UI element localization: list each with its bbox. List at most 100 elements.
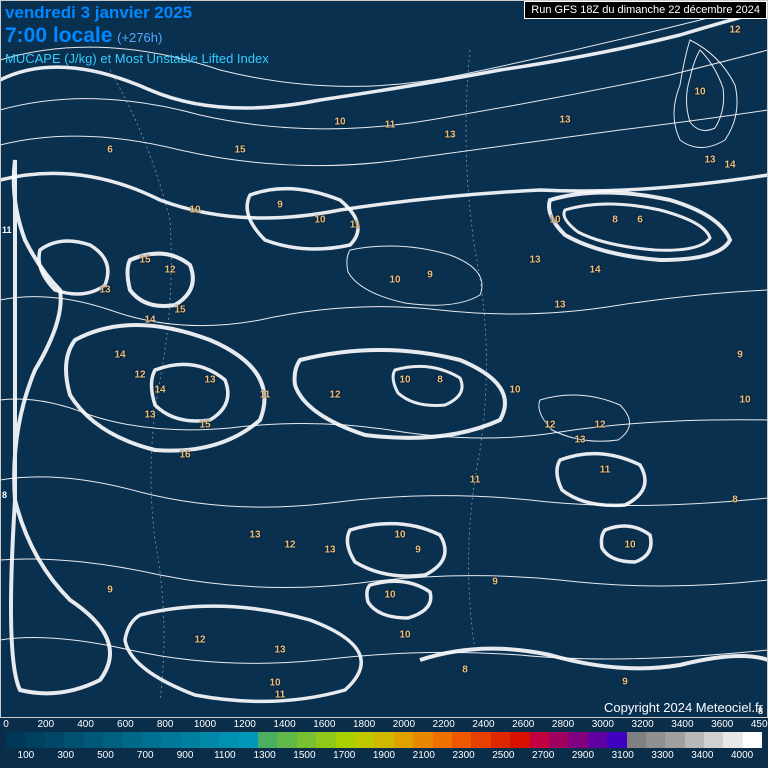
- scale-segment: [374, 732, 393, 748]
- value-label: 13: [704, 155, 715, 166]
- value-label: 10: [509, 385, 520, 396]
- scale-tick-top: 2000: [393, 719, 415, 730]
- value-label: 13: [274, 645, 285, 656]
- forecast-offset: (+276h): [117, 30, 162, 45]
- scale-tick-top: 2200: [433, 719, 455, 730]
- scale-tick-bottom: 500: [97, 750, 114, 761]
- value-label: 16: [179, 450, 190, 461]
- scale-tick-top: 3000: [592, 719, 614, 730]
- scale-segment: [685, 732, 704, 748]
- scale-tick-bottom: 1700: [333, 750, 355, 761]
- scale-segment: [568, 732, 587, 748]
- scale-segment: [258, 732, 277, 748]
- scale-tick-top: 1200: [234, 719, 256, 730]
- value-label: 9: [107, 585, 113, 596]
- value-label: 10: [399, 375, 410, 386]
- value-label: 10: [384, 590, 395, 601]
- value-label: 11: [600, 465, 611, 476]
- scale-tick-bottom: 300: [57, 750, 74, 761]
- scale-tick-top: 4500: [751, 719, 768, 730]
- scale-segment: [704, 732, 723, 748]
- scale-segment: [161, 732, 180, 748]
- scale-segment: [510, 732, 529, 748]
- run-info-box: Run GFS 18Z du dimanche 22 décembre 2024: [524, 1, 767, 19]
- value-label: 9: [737, 350, 743, 361]
- scale-tick-bottom: 900: [177, 750, 194, 761]
- scale-tick-top: 1600: [313, 719, 335, 730]
- value-label: 11: [470, 475, 481, 486]
- value-label: 10: [549, 215, 560, 226]
- value-label: 10: [314, 215, 325, 226]
- value-label: 10: [694, 87, 705, 98]
- scale-tick-top: 3600: [711, 719, 733, 730]
- value-label: 12: [164, 265, 175, 276]
- scale-segment: [84, 732, 103, 748]
- value-label: 13: [559, 115, 570, 126]
- value-label: 8: [437, 375, 443, 386]
- scale-tick-top: 2600: [512, 719, 534, 730]
- value-label: 9: [492, 577, 498, 588]
- time-label: 7:00 locale: [5, 24, 112, 47]
- scale-segment: [25, 732, 44, 748]
- scale-tick-bottom: 2700: [532, 750, 554, 761]
- scale-tick-top: 1400: [273, 719, 295, 730]
- value-label: 14: [144, 315, 155, 326]
- value-label: 13: [529, 255, 540, 266]
- value-label: 10: [334, 117, 345, 128]
- value-label: 15: [174, 305, 185, 316]
- scale-segment: [45, 732, 64, 748]
- scale-segment: [723, 732, 742, 748]
- scale-tick-top: 1000: [194, 719, 216, 730]
- scale-tick-bottom: 2100: [413, 750, 435, 761]
- scale-segment: [122, 732, 141, 748]
- value-label: 8: [462, 665, 468, 676]
- value-label: 12: [329, 390, 340, 401]
- scale-tick-bottom: 4000: [731, 750, 753, 761]
- value-label: 13: [574, 435, 585, 446]
- scale-tick-top: 200: [37, 719, 54, 730]
- value-label: 12: [594, 420, 605, 431]
- scale-tick-top: 1800: [353, 719, 375, 730]
- scale-segment: [627, 732, 646, 748]
- scale-tick-top: 600: [117, 719, 134, 730]
- value-label: 11: [260, 390, 271, 401]
- scale-tick-bottom: 700: [137, 750, 154, 761]
- value-label: 15: [234, 145, 245, 156]
- value-label: 13: [204, 375, 215, 386]
- date-label: vendredi 3 janvier 2025: [5, 3, 269, 23]
- value-label: 12: [729, 25, 740, 36]
- value-label: 12: [544, 420, 555, 431]
- scale-tick-bottom: 3100: [612, 750, 634, 761]
- value-label: 14: [589, 265, 600, 276]
- scale-segment: [588, 732, 607, 748]
- scale-segment: [530, 732, 549, 748]
- scale-segment: [297, 732, 316, 748]
- scale-tick-bottom: 2300: [452, 750, 474, 761]
- scale-segment: [549, 732, 568, 748]
- value-label: 11: [385, 120, 396, 131]
- scale-tick-bottom: 1300: [254, 750, 276, 761]
- scale-segment: [607, 732, 626, 748]
- scale-tick-bottom: 1500: [293, 750, 315, 761]
- value-label: 12: [134, 370, 145, 381]
- value-label: 9: [622, 677, 628, 688]
- scale-tick-bottom: 3300: [651, 750, 673, 761]
- scale-segment: [200, 732, 219, 748]
- value-label: 11: [350, 220, 361, 231]
- scale-segment: [219, 732, 238, 748]
- scale-segment: [277, 732, 296, 748]
- value-label: 13: [444, 130, 455, 141]
- scale-segment: [64, 732, 83, 748]
- copyright-label: Copyright 2024 Meteociel.fr: [604, 700, 763, 715]
- scale-segment: [394, 732, 413, 748]
- scale-tick-bottom: 2900: [572, 750, 594, 761]
- edge-label: 11: [2, 225, 12, 235]
- scale-segment: [433, 732, 452, 748]
- header-block: vendredi 3 janvier 2025 7:00 locale (+27…: [5, 3, 269, 66]
- value-label: 13: [249, 530, 260, 541]
- value-label: 8: [612, 215, 618, 226]
- value-label: 10: [394, 530, 405, 541]
- value-label: 8: [732, 495, 738, 506]
- value-label: 13: [99, 285, 110, 296]
- value-label: 6: [107, 145, 113, 156]
